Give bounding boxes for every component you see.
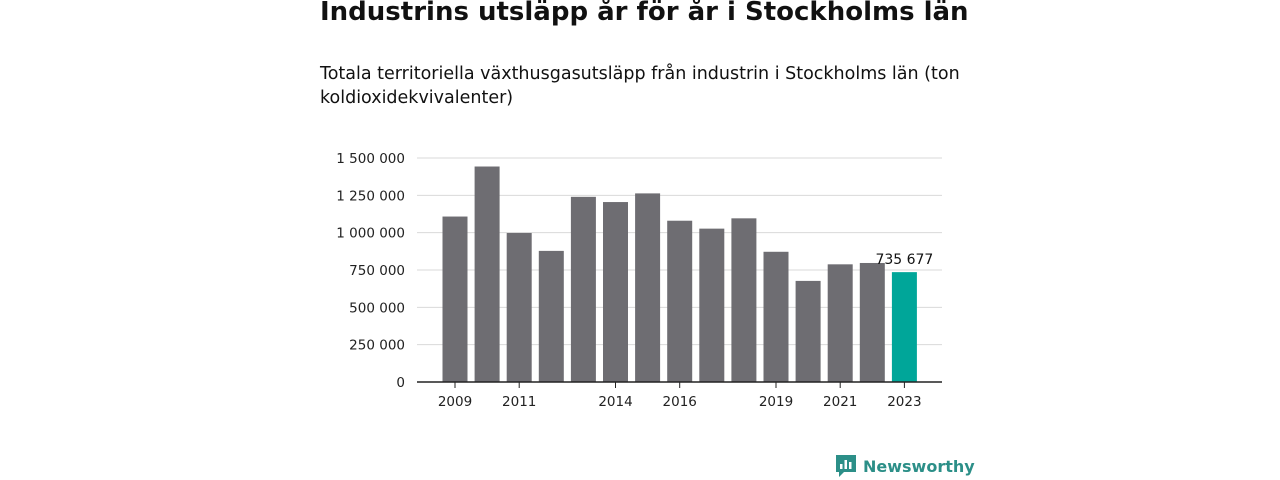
- x-tick-label: 2011: [502, 394, 536, 410]
- bar: [442, 216, 468, 382]
- y-tick-label: 1 000 000: [336, 226, 405, 242]
- data-label: 735 677: [875, 252, 933, 268]
- bar: [667, 220, 693, 382]
- bar: [603, 202, 628, 382]
- x-tick-label: 2016: [663, 394, 697, 410]
- bar: [859, 262, 885, 382]
- y-tick-label: 500 000: [349, 300, 405, 316]
- chart-subtitle: Totala territoriella växthusgasutsläpp f…: [320, 64, 960, 108]
- bar: [635, 193, 661, 382]
- y-tick-label: 1 250 000: [336, 188, 405, 204]
- bar: [827, 264, 853, 382]
- bar: [506, 232, 532, 382]
- y-tick-label: 750 000: [349, 263, 405, 279]
- x-tick-label: 2009: [438, 394, 472, 410]
- x-tick-label: 2021: [823, 394, 857, 410]
- chart-title: Industrins utsläpp år för år i Stockholm…: [320, 0, 969, 27]
- bar: [763, 251, 789, 382]
- x-tick-label: 2014: [598, 394, 632, 410]
- x-tick-label: 2019: [759, 394, 793, 410]
- brand-name: Newsworthy: [863, 456, 975, 476]
- y-tick-label: 250 000: [349, 338, 405, 354]
- x-tick-label: 2023: [887, 394, 921, 410]
- y-tick-label: 1 500 000: [336, 151, 405, 167]
- newsworthy-logo-icon: [836, 455, 856, 477]
- bar: [699, 228, 725, 382]
- bar: [474, 166, 500, 382]
- y-tick-label: 0: [396, 375, 405, 391]
- bar: [891, 272, 917, 382]
- bar: [538, 250, 564, 382]
- bar: [570, 196, 596, 382]
- newsworthy-brand: Newsworthy: [835, 454, 975, 478]
- bar: [795, 280, 821, 382]
- bar: [731, 218, 757, 382]
